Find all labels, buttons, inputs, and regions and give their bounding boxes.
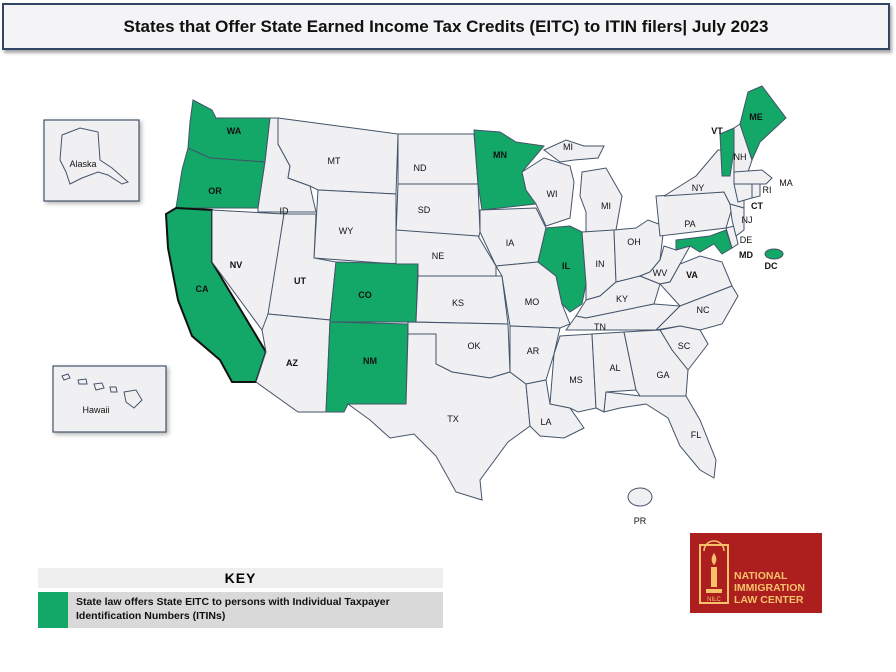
torch-emblem-icon: NILC <box>699 540 729 604</box>
state-GA[interactable] <box>623 329 689 397</box>
state-NH[interactable] <box>733 123 753 173</box>
territory-PR[interactable] <box>627 487 653 507</box>
label-ND: ND <box>414 163 427 173</box>
nilc-logo: NILC NATIONAL IMMIGRATION LAW CENTER <box>690 533 822 613</box>
label-FL: FL <box>691 430 702 440</box>
label-DC: DC <box>765 261 778 271</box>
state-TX[interactable] <box>346 333 531 501</box>
label-OH: OH <box>627 237 641 247</box>
state-IL[interactable] <box>537 225 587 313</box>
label-CT: CT <box>751 201 763 211</box>
key-heading: KEY <box>38 568 443 588</box>
label-IA: IA <box>506 238 515 248</box>
state-CO[interactable] <box>329 261 419 323</box>
label-DE: DE <box>740 235 753 245</box>
label-NY: NY <box>692 183 705 193</box>
label-MO: MO <box>525 297 540 307</box>
label-AK: Alaska <box>69 159 96 169</box>
label-OR: OR <box>208 186 222 196</box>
label-TN: TN <box>594 322 606 332</box>
state-labels: WA OR CA ID NV MT WY UT AZ CO NM ND SD N… <box>196 112 793 526</box>
label-LA: LA <box>540 417 551 427</box>
label-OK: OK <box>467 341 480 351</box>
label-WV: WV <box>653 268 668 278</box>
state-PA[interactable] <box>655 191 733 237</box>
state-WY[interactable] <box>313 189 397 265</box>
label-MI-UP: MI <box>563 142 573 152</box>
label-VT: VT <box>711 126 723 136</box>
logo-line-1: NATIONAL <box>734 570 788 582</box>
label-AR: AR <box>527 346 540 356</box>
state-SD[interactable] <box>395 183 481 241</box>
logo-line-2: IMMIGRATION <box>734 582 805 594</box>
label-SD: SD <box>418 205 431 215</box>
logo-name: NATIONAL IMMIGRATION LAW CENTER <box>734 570 805 606</box>
label-AZ: AZ <box>286 358 298 368</box>
key-swatch <box>38 592 68 628</box>
label-CO: CO <box>358 290 372 300</box>
label-CA: CA <box>196 284 209 294</box>
state-HI[interactable] <box>61 373 143 409</box>
label-MD: MD <box>739 250 753 260</box>
state-MI_UP[interactable] <box>543 139 605 163</box>
label-SC: SC <box>678 341 691 351</box>
label-NH: NH <box>734 152 747 162</box>
label-MI: MI <box>601 201 611 211</box>
label-GA: GA <box>656 370 669 380</box>
state-MT[interactable] <box>277 117 399 195</box>
label-NE: NE <box>432 251 445 261</box>
label-PR: PR <box>634 516 647 526</box>
label-NJ: NJ <box>742 215 753 225</box>
label-ID: ID <box>280 206 290 216</box>
label-NC: NC <box>697 305 710 315</box>
label-IL: IL <box>562 261 571 271</box>
label-UT: UT <box>294 276 306 286</box>
label-IN: IN <box>596 259 605 269</box>
hawaii-inset[interactable]: Hawaii <box>52 365 167 433</box>
state-LA[interactable] <box>525 379 585 439</box>
label-KY: KY <box>616 294 628 304</box>
label-MN: MN <box>493 150 507 160</box>
label-MS: MS <box>569 375 583 385</box>
label-MT: MT <box>328 156 341 166</box>
state-VT[interactable] <box>719 127 735 177</box>
label-KS: KS <box>452 298 464 308</box>
key-entry-text: State law offers State EITC to persons w… <box>76 596 390 622</box>
state-MA[interactable] <box>733 169 773 185</box>
key-entry: State law offers State EITC to persons w… <box>38 592 443 628</box>
label-ME: ME <box>749 112 763 122</box>
label-AL: AL <box>609 363 620 373</box>
state-ME[interactable] <box>739 85 787 162</box>
state-DC[interactable] <box>764 248 784 260</box>
label-RI: RI <box>763 185 772 195</box>
label-WA: WA <box>227 126 242 136</box>
label-HI: Hawaii <box>82 405 109 415</box>
state-ND[interactable] <box>397 133 479 185</box>
state-FL[interactable] <box>603 391 717 479</box>
label-VA: VA <box>686 270 698 280</box>
state-MS[interactable] <box>549 333 597 413</box>
logo-line-3: LAW CENTER <box>734 594 804 606</box>
label-NM: NM <box>363 356 377 366</box>
label-NV: NV <box>230 260 243 270</box>
label-WI: WI <box>547 189 558 199</box>
label-WY: WY <box>339 226 354 236</box>
label-PA: PA <box>684 219 695 229</box>
alaska-inset[interactable]: Alaska <box>43 119 140 202</box>
state-MD[interactable] <box>675 229 733 255</box>
state-WI[interactable] <box>521 157 575 227</box>
label-MA: MA <box>779 178 793 188</box>
state-AK[interactable] <box>59 127 129 185</box>
state-RI[interactable] <box>751 183 761 199</box>
state-MI[interactable] <box>579 167 623 233</box>
label-TX: TX <box>447 414 459 424</box>
map-title: States that Offer State Earned Income Ta… <box>2 3 890 50</box>
state-NM[interactable] <box>325 321 409 413</box>
logo-initials: NILC <box>707 597 721 603</box>
